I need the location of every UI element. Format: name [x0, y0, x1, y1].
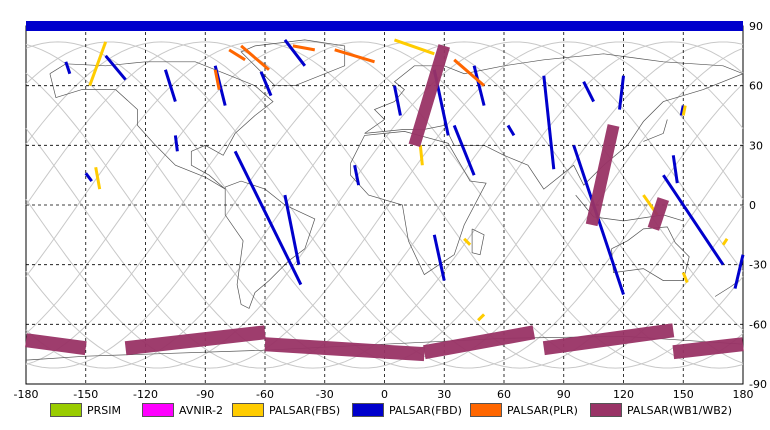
legend-swatch-plr — [470, 403, 502, 417]
swath-palsar-fbd- — [163, 69, 177, 103]
swath-palsar-fbs- — [88, 41, 108, 87]
swath-palsar-plr- — [334, 48, 375, 64]
swath-palsar-fbd- — [283, 194, 301, 265]
swath-palsar-fbd- — [618, 75, 625, 110]
x-tick-label: 30 — [437, 388, 451, 401]
y-tick-label: 90 — [749, 20, 763, 33]
swath-palsar-wb1-wb2- — [264, 337, 425, 362]
coastline-path — [643, 119, 668, 142]
y-tick-label: -30 — [749, 259, 767, 272]
swath-palsar-plr- — [240, 44, 270, 71]
y-tick-label: 60 — [749, 80, 763, 93]
swath-palsar-fbd- — [452, 124, 476, 176]
swath-palsar-fbd- — [233, 150, 303, 286]
swath-palsar-fbd- — [671, 155, 679, 184]
swath-palsar-fbd- — [662, 174, 725, 266]
legend-label-plr: PALSAR(PLR) — [507, 403, 578, 417]
swath-palsar-wb1-wb2- — [25, 333, 87, 356]
swath-palsar-fbs- — [393, 38, 435, 56]
x-tick-label: -30 — [316, 388, 334, 401]
x-tick-label: -150 — [73, 388, 98, 401]
coastline-path — [240, 39, 346, 87]
coastline-path — [471, 228, 485, 256]
y-tick-label: 0 — [749, 199, 756, 212]
x-tick-label: 60 — [497, 388, 511, 401]
legend-item-fbd: PALSAR(FBD) — [352, 400, 462, 420]
y-tick-label: -60 — [749, 318, 767, 331]
y-tick-label: 30 — [749, 139, 763, 152]
legend-swatch-fbd — [352, 403, 384, 417]
coastline-path — [49, 61, 274, 190]
swath-palsar-fbd- — [472, 65, 486, 106]
swath-palsar-plr- — [228, 48, 246, 62]
swath-palsar-wb1-wb2- — [585, 124, 620, 227]
swath-palsar-fbd- — [392, 85, 402, 116]
legend-item-avnir2: AVNIR-2 — [142, 400, 223, 420]
x-tick-label: 150 — [673, 388, 694, 401]
legend-swatch-fbs — [232, 403, 264, 417]
swath-palsar-fbd- — [733, 254, 745, 289]
swath-palsar-fbs- — [477, 313, 486, 322]
legend-swatch-wb — [590, 403, 622, 417]
swath-palsar-plr- — [213, 69, 221, 90]
swath-palsar-fbs- — [721, 237, 729, 246]
legend-item-fbs: PALSAR(FBS) — [232, 400, 340, 420]
legend-label-fbs: PALSAR(FBS) — [269, 403, 341, 417]
legend-label-fbd: PALSAR(FBD) — [389, 403, 462, 417]
legend: PRSIM AVNIR-2 PALSAR(FBS) PALSAR(FBD) PA… — [0, 400, 770, 424]
swath-palsar-fbd- — [64, 61, 72, 75]
legend-swatch-prsim — [50, 403, 82, 417]
swath-palsar-wb1-wb2- — [408, 44, 450, 148]
swath-layer — [25, 21, 745, 362]
orbit-track — [25, 41, 744, 369]
legend-swatch-avnir2 — [142, 403, 174, 417]
x-tick-label: -180 — [14, 388, 39, 401]
coastline-path — [611, 226, 690, 281]
swath-palsar-fbd- — [582, 81, 595, 103]
swath-palsar-fbd- — [432, 234, 446, 281]
swath-palsar-plr- — [292, 44, 316, 52]
swath-palsar-fbd- — [679, 105, 685, 116]
coastline-path — [224, 180, 316, 309]
x-tick-label: -120 — [133, 388, 158, 401]
legend-label-wb: PALSAR(WB1/WB2) — [627, 403, 733, 417]
y-tick-labels: 90 60 30 0 -30 -60 -90 — [749, 20, 767, 391]
legend-item-plr: PALSAR(PLR) — [470, 400, 578, 420]
swath-palsar-fbd- — [506, 124, 516, 137]
swath-palsar-fbd- — [353, 164, 361, 186]
swath-palsar-wb1-wb2- — [124, 325, 266, 356]
legend-label-prsim: PRSIM — [87, 403, 121, 417]
swath-palsar-fbs- — [681, 105, 687, 116]
x-tick-label: -90 — [196, 388, 214, 401]
swath-palsar-wb1-wb2- — [672, 337, 744, 360]
swath-palsar-fbs- — [681, 272, 689, 284]
legend-item-prsim: PRSIM — [50, 400, 121, 420]
x-tick-labels: -180 -150 -120 -90 -60 -30 0 30 60 90 120 150 180 — [14, 388, 754, 401]
swath-palsar-wb1-wb2- — [423, 325, 536, 360]
x-tick-label: -60 — [256, 388, 274, 401]
swath-palsar-fbs- — [463, 237, 472, 246]
swath-palsar-fbd- — [542, 75, 556, 170]
y-tick-label: -90 — [749, 378, 767, 391]
swath-palsar-wb1-wb2- — [647, 197, 670, 231]
x-tick-label: 180 — [733, 388, 754, 401]
swath-palsar-fbd- — [259, 71, 273, 97]
swath-palsar-fbs- — [94, 166, 102, 190]
swath-palsar-fbd- — [84, 172, 93, 183]
legend-label-avnir2: AVNIR-2 — [179, 403, 223, 417]
swath-palsar-fbs- — [418, 145, 424, 166]
swath-palsar-wb1-wb2- — [542, 323, 675, 356]
swath-palsar-fbd- — [104, 54, 127, 81]
swath-palsar-fbd- — [173, 135, 179, 152]
legend-item-wb: PALSAR(WB1/WB2) — [590, 400, 732, 420]
x-tick-label: 0 — [381, 388, 388, 401]
coastline-path — [350, 131, 487, 276]
swath-palsar-plr- — [453, 58, 486, 87]
x-tick-label: 90 — [557, 388, 571, 401]
swath-palsar-fbd- — [283, 39, 307, 67]
x-tick-label: 120 — [613, 388, 634, 401]
